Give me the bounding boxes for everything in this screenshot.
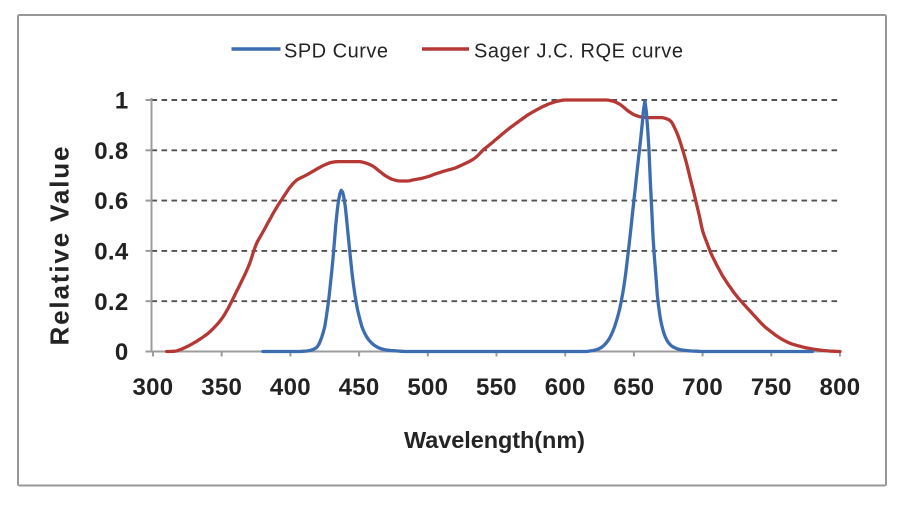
svg-text:600: 600 <box>545 374 586 401</box>
svg-text:800: 800 <box>820 374 861 401</box>
svg-text:450: 450 <box>339 374 380 401</box>
svg-text:Wavelength(nm): Wavelength(nm) <box>404 427 585 453</box>
svg-text:SPD Curve: SPD Curve <box>284 40 388 62</box>
svg-text:550: 550 <box>476 374 517 401</box>
svg-text:0: 0 <box>115 339 129 366</box>
svg-text:0.8: 0.8 <box>94 138 128 165</box>
svg-text:300: 300 <box>133 374 174 401</box>
svg-text:350: 350 <box>201 374 242 401</box>
svg-text:750: 750 <box>751 374 792 401</box>
svg-text:700: 700 <box>682 374 723 401</box>
svg-text:Sager J.C. RQE curve: Sager J.C. RQE curve <box>474 40 683 62</box>
svg-text:400: 400 <box>270 374 311 401</box>
svg-text:0.4: 0.4 <box>94 239 129 266</box>
svg-text:0.6: 0.6 <box>94 188 128 215</box>
svg-text:500: 500 <box>407 374 448 401</box>
svg-text:Relative Value: Relative Value <box>45 147 75 346</box>
svg-text:0.2: 0.2 <box>94 289 128 316</box>
svg-text:650: 650 <box>613 374 654 401</box>
svg-text:1: 1 <box>115 88 129 115</box>
